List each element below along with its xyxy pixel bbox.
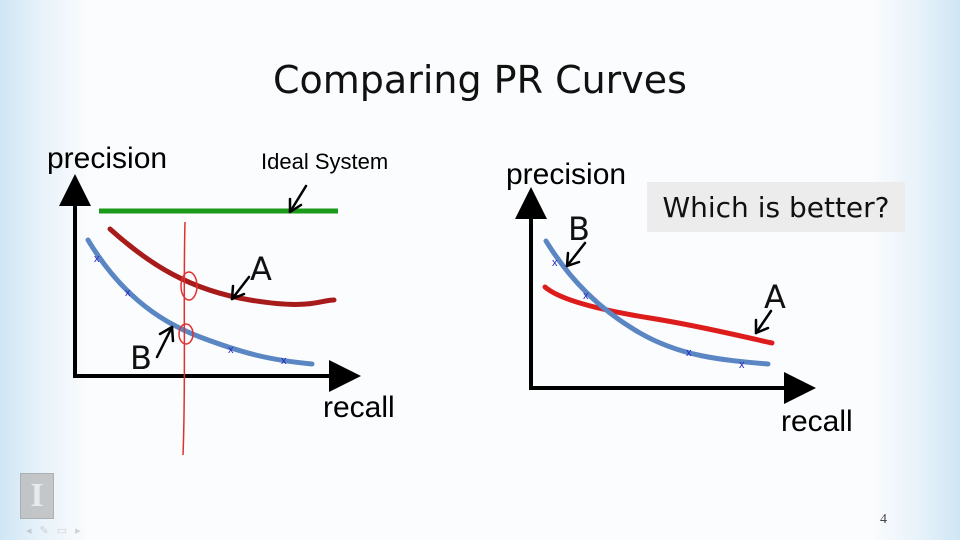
ideal-system-label: Ideal System (261, 149, 389, 174)
left-curve-b-markers: x x x x (94, 253, 287, 367)
right-curve-b (543, 238, 771, 367)
svg-text:x: x (281, 355, 287, 367)
right-y-axis-label: precision (506, 158, 627, 191)
slide-nav-icon[interactable]: ◂ ✎ ▭ ▸ (26, 525, 81, 537)
right-label-arrows (565, 241, 773, 335)
right-curve-b-markers: x x x x (552, 257, 745, 371)
svg-text:x: x (552, 257, 558, 269)
svg-text:x: x (739, 359, 745, 371)
background-decoration-right (870, 0, 960, 540)
page-number: 4 (880, 512, 887, 527)
left-curve-b (85, 237, 315, 367)
left-curve-b-label: B (130, 339, 152, 377)
left-curve-a (107, 226, 337, 307)
left-curve-a-label: A (250, 250, 272, 288)
svg-text:x: x (228, 344, 234, 356)
svg-text:x: x (94, 253, 100, 265)
svg-text:x: x (125, 287, 131, 299)
left-y-axis-label: precision (47, 142, 168, 175)
svg-text:x: x (686, 347, 692, 359)
recall-threshold-annotation (178, 221, 198, 456)
left-x-axis-label: recall (323, 391, 395, 424)
svg-text:x: x (583, 290, 589, 302)
right-x-axis-label: recall (781, 405, 853, 438)
left-label-arrows (155, 184, 308, 359)
question-box: Which is better? (647, 182, 905, 232)
right-plot: x x x x (515, 187, 816, 404)
slide-title: Comparing PR Curves (273, 58, 687, 102)
right-curve-a-label: A (764, 278, 786, 316)
right-curve-a (542, 284, 775, 346)
left-plot: x x x x (59, 174, 361, 456)
right-curve-b-label: B (568, 210, 590, 248)
university-logo-icon: I (20, 473, 54, 519)
